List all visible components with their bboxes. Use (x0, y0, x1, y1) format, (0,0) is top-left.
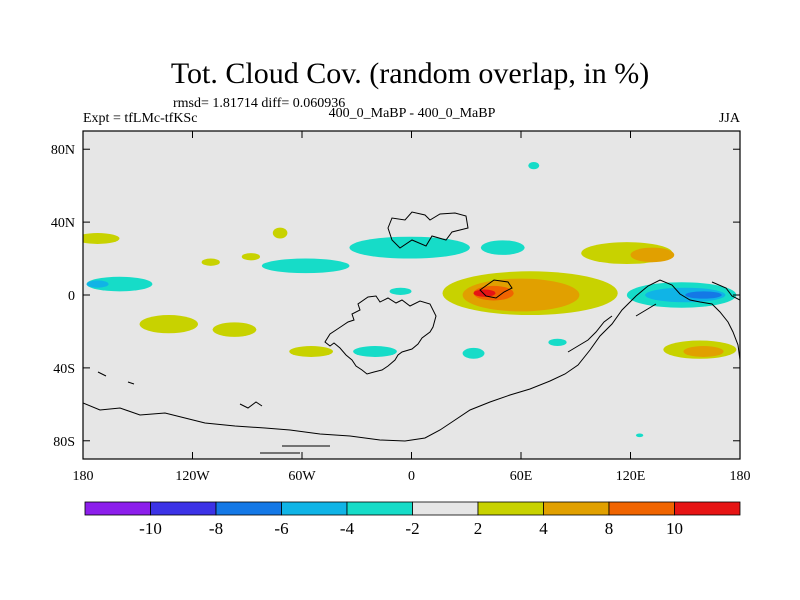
field-patch (630, 247, 675, 263)
coastline-central (324, 295, 437, 375)
colorbar: -10 -8 -6 -4 -2 2 4 8 10 (84, 501, 741, 538)
field-patch (241, 253, 261, 261)
field-patch (353, 346, 397, 357)
colorbar-label: 10 (666, 519, 683, 538)
field-patch (289, 346, 334, 357)
colorbar-swatch (84, 501, 151, 516)
field-patch (212, 322, 257, 337)
y-tick-label: 80S (53, 435, 75, 450)
field-patch (548, 338, 567, 347)
x-tick-label: 60E (510, 469, 533, 484)
colorbar-swatch (281, 501, 348, 516)
coastline-east (711, 281, 740, 301)
coastline-islands (97, 303, 657, 409)
colorbar-label: -2 (405, 519, 419, 538)
field-patch (86, 276, 153, 292)
field-patch (389, 287, 412, 295)
colorbar-label: -4 (340, 519, 355, 538)
field-patch (86, 280, 109, 288)
x-tick-label: 0 (408, 469, 415, 484)
colorbar-swatch (608, 501, 675, 516)
field-patch (462, 347, 485, 359)
field-patch (528, 161, 540, 170)
colorbar-label: -8 (209, 519, 223, 538)
x-axis: 180 120W 60W 0 60E 120E 180 (73, 131, 751, 484)
period-label: 400_0_MaBP - 400_0_MaBP (329, 106, 496, 121)
y-tick-label: 40N (51, 216, 75, 231)
colorbar-swatch (477, 501, 544, 516)
y-tick-label: 0 (68, 289, 75, 304)
colorbar-label: 4 (539, 519, 548, 538)
field-patch (139, 315, 198, 334)
colorbar-label: 8 (605, 519, 614, 538)
coastline-southern-edge (260, 445, 330, 454)
field-patch (272, 227, 288, 239)
experiment-label: Expt = tfLMc-tfKSc (83, 111, 197, 126)
coastline-south (83, 279, 740, 442)
colorbar-label: -10 (139, 519, 162, 538)
field-patch (261, 258, 350, 274)
x-tick-label: 180 (730, 469, 751, 484)
x-tick-label: 120E (616, 469, 646, 484)
season-label: JJA (719, 111, 741, 126)
field-patch (201, 258, 220, 266)
colorbar-label: -6 (274, 519, 288, 538)
field-patch (349, 236, 470, 259)
continent-outlines (83, 211, 740, 454)
field-patch (685, 291, 722, 299)
field-patch (635, 433, 644, 438)
colorbar-swatch (150, 501, 217, 516)
colorbar-label: 2 (474, 519, 483, 538)
coastline-africa (479, 279, 513, 299)
colorbar-swatch (215, 501, 282, 516)
y-tick-label: 40S (53, 362, 75, 377)
y-tick-label: 80N (51, 143, 75, 158)
chart-title: Tot. Cloud Cov. (random overlap, in %) (171, 57, 649, 90)
x-tick-label: 120W (175, 469, 210, 484)
colorbar-swatch (674, 501, 741, 516)
colorbar-swatch (543, 501, 610, 516)
field-patch (83, 233, 120, 244)
field-patch (683, 346, 724, 357)
anomaly-fields (83, 161, 737, 438)
coastline-north (387, 211, 469, 249)
colorbar-swatch (346, 501, 413, 516)
field-patch (473, 289, 496, 297)
colorbar-swatch (412, 501, 479, 516)
x-tick-label: 60W (288, 469, 316, 484)
field-patch (480, 240, 525, 255)
y-axis: 80N 40N 0 40S 80S (51, 143, 740, 450)
x-tick-label: 180 (73, 469, 94, 484)
stats-line: rmsd= 1.81714 diff= 0.060936 (173, 96, 345, 111)
